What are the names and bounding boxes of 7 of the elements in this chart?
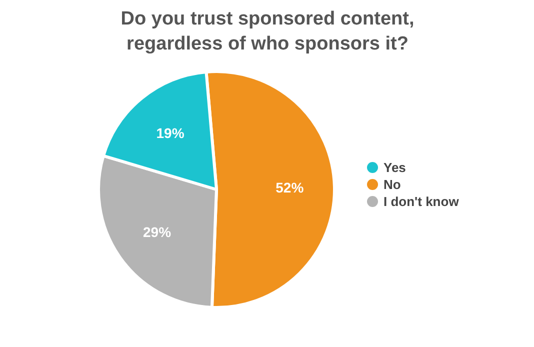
data-label: 52%	[276, 180, 304, 196]
legend-label: No	[384, 177, 401, 192]
chart-title: Do you trust sponsored content, regardless of who sponsors it?	[120, 8, 414, 55]
data-label: 29%	[143, 224, 172, 240]
data-label: 19%	[156, 124, 185, 141]
legend-label: Yes	[384, 160, 406, 175]
legend-label: I don't know	[384, 194, 460, 209]
